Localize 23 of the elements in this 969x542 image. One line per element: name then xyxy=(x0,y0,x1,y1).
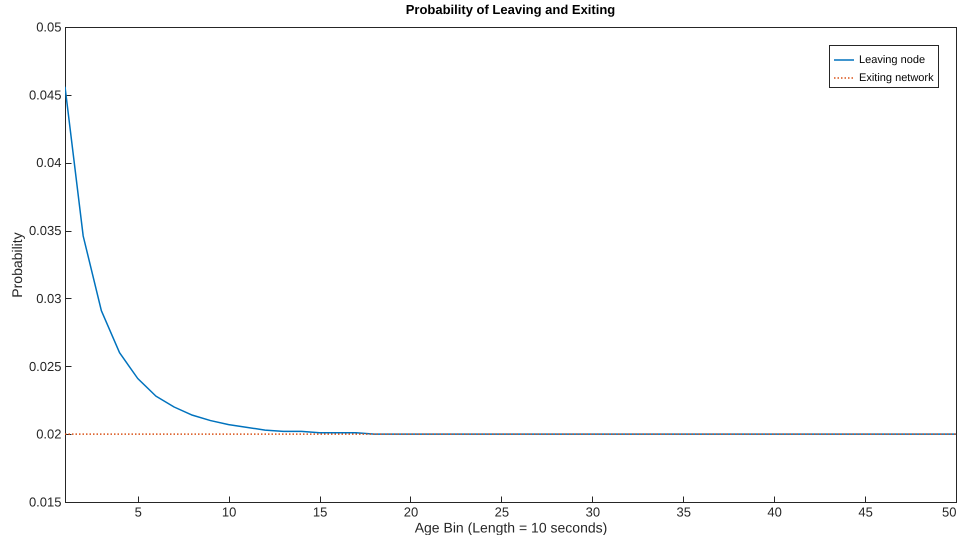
legend-label: Exiting network xyxy=(859,72,934,84)
y-tick-label: 0.04 xyxy=(36,155,62,170)
chart-title: Probability of Leaving and Exiting xyxy=(406,2,616,17)
y-tick-label: 0.02 xyxy=(36,426,62,442)
y-tick-label: 0.035 xyxy=(28,223,62,238)
y-tick-label: 0.03 xyxy=(36,290,62,306)
x-tick-label: 15 xyxy=(312,504,328,520)
x-tick-label: 35 xyxy=(676,504,691,520)
legend-label: Leaving node xyxy=(859,54,926,66)
x-tick-label: 20 xyxy=(404,504,418,520)
x-tick-label: 40 xyxy=(767,504,782,520)
y-tick-label: 0.015 xyxy=(28,494,62,510)
x-tick-label: 5 xyxy=(134,504,142,520)
x-tick-label: 10 xyxy=(222,504,236,520)
y-tick-label: 0.045 xyxy=(28,87,62,102)
x-tick-label: 25 xyxy=(494,504,510,520)
y-tick-label: 0.025 xyxy=(28,358,62,374)
x-tick-label: 45 xyxy=(858,504,873,520)
line-series xyxy=(65,86,956,435)
y-axis-title: Probability xyxy=(8,232,25,298)
x-tick-label: 50 xyxy=(942,504,956,520)
x-tick-label: 30 xyxy=(586,504,600,520)
y-tick-label: 0.05 xyxy=(36,20,62,34)
